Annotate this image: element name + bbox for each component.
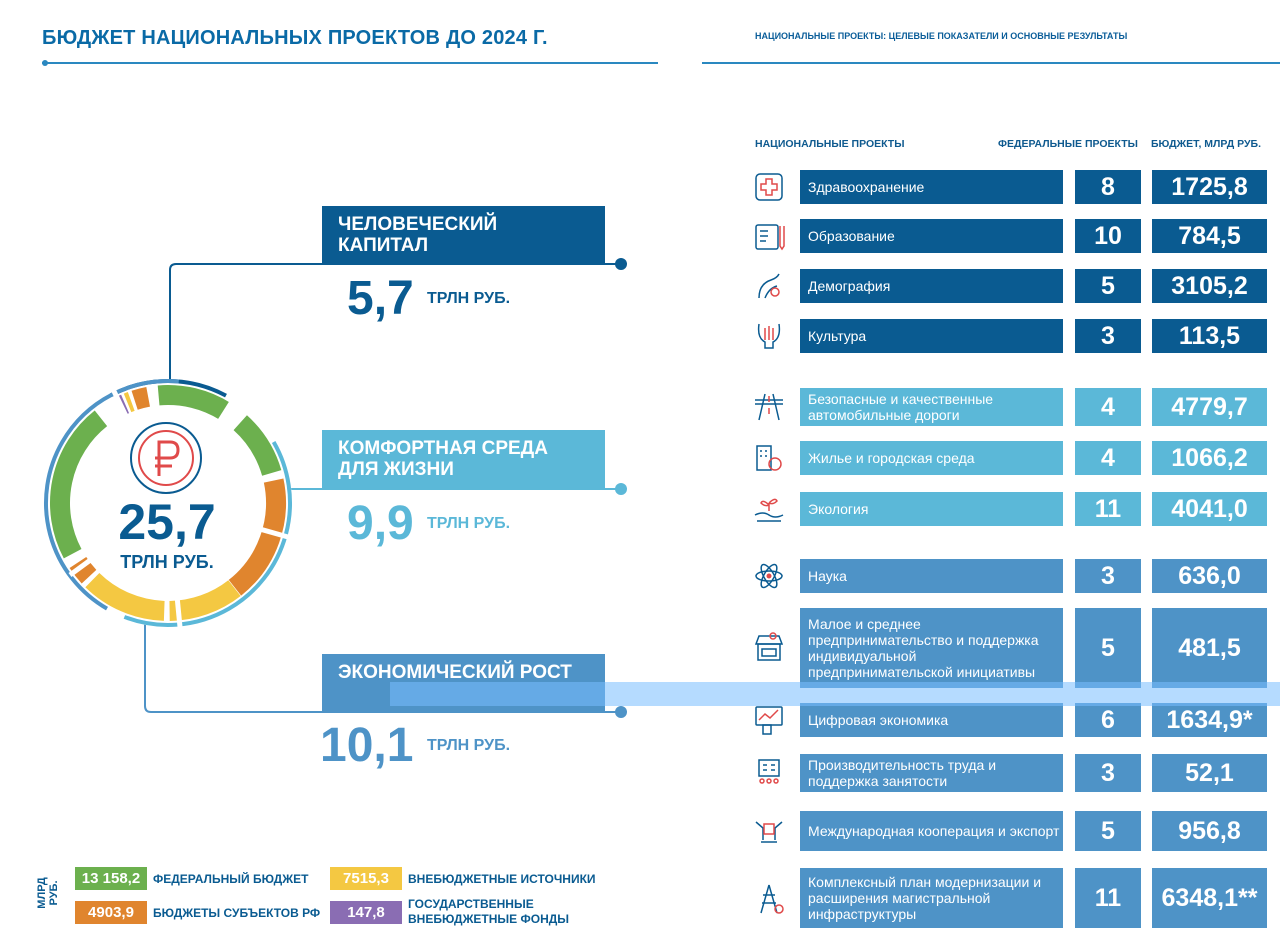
total-unit: ТРЛН РУБ. (120, 552, 214, 572)
health-cross-icon (755, 173, 783, 201)
ecology-sprout-icon (754, 498, 784, 522)
budget-value: 1634,9* (1152, 703, 1267, 737)
budget-value: 1725,8 (1152, 170, 1267, 204)
ruble-icon (130, 422, 202, 494)
page-title: БЮДЖЕТ НАЦИОНАЛЬНЫХ ПРОЕКТОВ ДО 2024 Г. (42, 27, 548, 49)
federal-count: 11 (1075, 868, 1141, 928)
export-hands-icon (755, 821, 783, 843)
budget-donut-chart (43, 378, 292, 628)
column-header-budget: БЮДЖЕТ, МЛРД РУБ. (1151, 138, 1261, 150)
federal-count: 5 (1075, 811, 1141, 851)
budget-value: 784,5 (1152, 219, 1267, 253)
project-name: Международная кооперация и экспорт (800, 811, 1063, 851)
education-book-icon (755, 224, 785, 251)
project-name: Наука (800, 559, 1063, 593)
group-unit: ТРЛН РУБ. (427, 737, 511, 754)
federal-count: 3 (1075, 319, 1141, 353)
legend-swatch-regional: 4903,9 (75, 901, 147, 924)
group-unit: ТРЛН РУБ. (427, 290, 511, 307)
budget-value: 481,5 (1152, 608, 1267, 688)
productivity-building-icon (758, 759, 780, 784)
project-name: Малое и среднее предпринимательство и по… (800, 608, 1063, 688)
legend-unit: МЛРД РУБ. (36, 868, 70, 918)
budget-value: 1066,2 (1152, 441, 1267, 475)
budget-value: 4779,7 (1152, 388, 1267, 426)
budget-value: 6348,1** (1152, 868, 1267, 928)
federal-count: 10 (1075, 219, 1141, 253)
federal-count: 11 (1075, 492, 1141, 526)
infrastructure-tower-icon (760, 884, 784, 914)
project-name: Производительность труда и поддержка зан… (800, 754, 1063, 792)
connector-lines (144, 258, 627, 718)
group-value: 10,1 (320, 719, 414, 772)
column-header-federal: ФЕДЕРАЛЬНЫЕ ПРОЕКТЫ (998, 138, 1138, 150)
project-name: Цифровая экономика (800, 703, 1063, 737)
culture-lyre-icon (757, 323, 781, 349)
subtitle-divider (702, 62, 1280, 64)
project-name: Демография (800, 269, 1063, 303)
divider-dot (42, 60, 48, 66)
budget-value: 636,0 (1152, 559, 1267, 593)
group-band-human-capital: ЧЕЛОВЕЧЕСКИЙ КАПИТАЛ (322, 206, 605, 264)
project-name: Культура (800, 319, 1063, 353)
selection-highlight (390, 682, 1280, 706)
group-title: ЧЕЛОВЕЧЕСКИЙ КАПИТАЛ (338, 214, 498, 256)
federal-count: 4 (1075, 441, 1141, 475)
legend-label-extrabudgetary: ВНЕБЮДЖЕТНЫЕ ИСТОЧНИКИ (408, 872, 596, 886)
federal-count: 3 (1075, 754, 1141, 792)
science-atom-icon (755, 563, 783, 589)
column-header-projects: НАЦИОНАЛЬНЫЕ ПРОЕКТЫ (755, 138, 905, 150)
project-name: Здравоохранение (800, 170, 1063, 204)
project-name: Жилье и городская среда (800, 441, 1063, 475)
group-unit: ТРЛН РУБ. (427, 515, 511, 532)
title-divider (42, 62, 658, 64)
housing-icon (756, 445, 782, 471)
road-icon (755, 393, 783, 421)
legend-unit-label: МЛРД РУБ. (36, 877, 60, 909)
legend-swatch-federal: 13 158,2 (75, 867, 147, 890)
legend-swatch-state-funds: 147,8 (330, 901, 402, 924)
federal-count: 4 (1075, 388, 1141, 426)
federal-count: 3 (1075, 559, 1141, 593)
demography-stork-icon (758, 273, 780, 299)
budget-value: 3105,2 (1152, 269, 1267, 303)
federal-count: 8 (1075, 170, 1141, 204)
total-value: 25,7 (118, 494, 216, 550)
page-subtitle: НАЦИОНАЛЬНЫЕ ПРОЕКТЫ: ЦЕЛЕВЫЕ ПОКАЗАТЕЛИ… (755, 31, 1128, 41)
group-band-comfortable-environment: КОМФОРТНАЯ СРЕДА ДЛЯ ЖИЗНИ (322, 430, 605, 488)
project-name: Безопасные и качественные автомобильные … (800, 388, 1063, 426)
budget-value: 113,5 (1152, 319, 1267, 353)
budget-value: 956,8 (1152, 811, 1267, 851)
federal-count: 5 (1075, 608, 1141, 688)
digital-economy-icon (755, 706, 783, 735)
budget-value: 52,1 (1152, 754, 1267, 792)
legend-label-regional: БЮДЖЕТЫ СУБЪЕКТОВ РФ (153, 906, 321, 920)
legend-label-state-funds: ГОСУДАРСТВЕННЫЕ ВНЕБЮДЖЕТНЫЕ ФОНДЫ (408, 897, 570, 926)
project-name: Экология (800, 492, 1063, 526)
legend-label-federal: ФЕДЕРАЛЬНЫЙ БЮДЖЕТ (153, 872, 309, 886)
group-value: 9,9 (347, 497, 414, 550)
budget-value: 4041,0 (1152, 492, 1267, 526)
group-value: 5,7 (347, 272, 414, 325)
project-name: Комплексный план модернизации и расширен… (800, 868, 1063, 928)
federal-count: 5 (1075, 269, 1141, 303)
group-title: ЭКОНОМИЧЕСКИЙ РОСТ (338, 662, 572, 683)
project-name: Образование (800, 219, 1063, 253)
legend-swatch-extrabudgetary: 7515,3 (330, 867, 402, 890)
small-business-shop-icon (754, 632, 784, 661)
group-title: КОМФОРТНАЯ СРЕДА ДЛЯ ЖИЗНИ (338, 438, 548, 480)
federal-count: 6 (1075, 703, 1141, 737)
